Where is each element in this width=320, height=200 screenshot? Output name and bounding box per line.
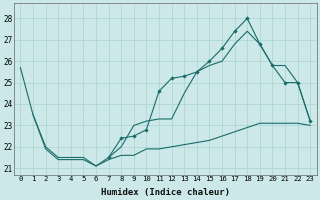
X-axis label: Humidex (Indice chaleur): Humidex (Indice chaleur) (101, 188, 230, 197)
